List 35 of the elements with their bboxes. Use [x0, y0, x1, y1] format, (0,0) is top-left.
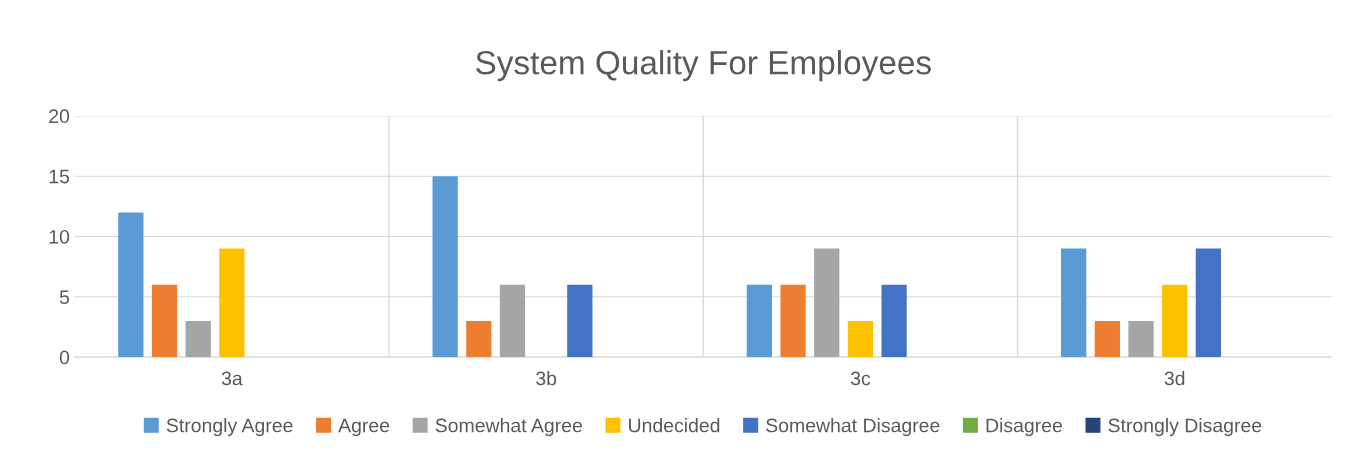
bar	[814, 248, 840, 358]
y-tick-label: 10	[49, 229, 70, 244]
y-tick-label: 5	[59, 290, 70, 305]
legend-label: Strongly Agree	[166, 418, 293, 437]
bar	[118, 212, 144, 358]
bar	[746, 284, 773, 358]
y-tick-label: 15	[49, 169, 70, 184]
y-tick-label: 0	[59, 350, 70, 365]
legend-label: Somewhat Disagree	[766, 418, 940, 437]
legend-label: Disagree	[986, 418, 1062, 437]
x-tick-label: 3c	[850, 371, 871, 386]
y-tick-label: 20	[49, 109, 70, 124]
bar	[1128, 320, 1154, 358]
bar	[185, 320, 211, 358]
bar	[466, 320, 492, 358]
bar	[881, 284, 907, 358]
legend-label: Somewhat Agree	[435, 418, 582, 437]
chart-title: System Quality For Employees	[476, 50, 931, 82]
bar	[567, 284, 593, 358]
bar	[1195, 248, 1221, 358]
x-tick-label: 3a	[221, 371, 243, 386]
x-tick-label: 3b	[536, 371, 557, 386]
legend-label: Undecided	[629, 418, 720, 433]
bar	[219, 248, 245, 358]
bar	[151, 284, 178, 358]
bar	[780, 284, 806, 358]
legend-label: Strongly Disagree	[1108, 418, 1262, 437]
x-tick-label: 3d	[1164, 371, 1185, 386]
bar	[847, 320, 874, 358]
bar	[1061, 248, 1087, 358]
bar	[499, 284, 526, 358]
bar	[432, 176, 458, 358]
legend-label: Agree	[338, 418, 390, 437]
bar	[1094, 320, 1120, 358]
bar	[1162, 284, 1188, 358]
